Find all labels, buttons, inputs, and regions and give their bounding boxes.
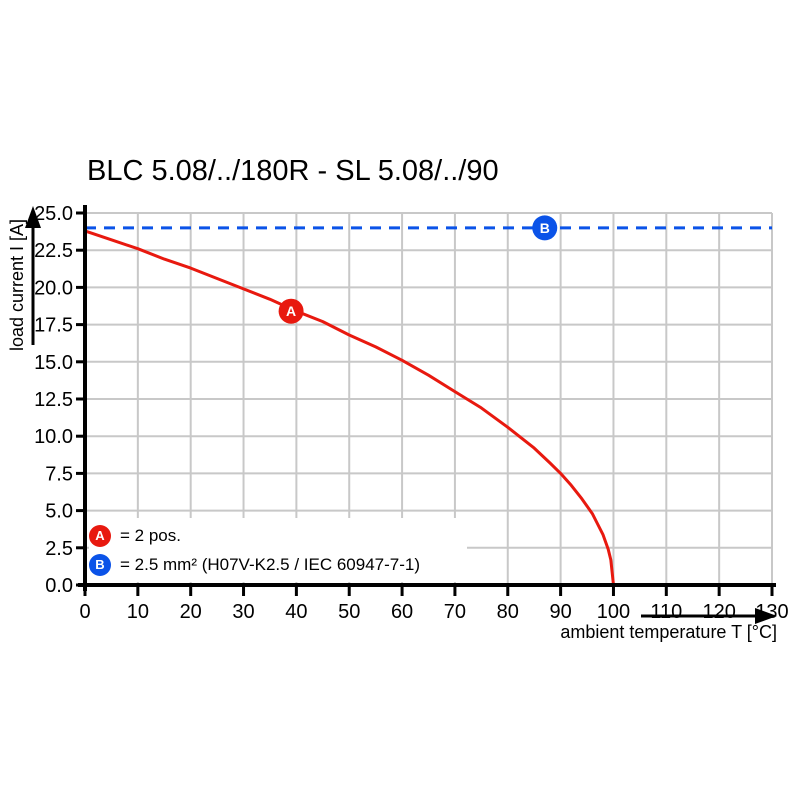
x-tick-label: 20 bbox=[180, 601, 202, 623]
y-tick-label: 0.0 bbox=[45, 575, 73, 597]
y-axis-label: load current I [A] bbox=[7, 218, 27, 352]
legend-item-a: A = 2 pos. bbox=[89, 523, 467, 548]
legend-item-b: B = 2.5 mm² (H07V-K2.5 / IEC 60947-7-1) bbox=[89, 552, 467, 577]
y-tick-label: 22.5 bbox=[34, 240, 73, 262]
x-axis-label: ambient temperature T [°C] bbox=[560, 622, 777, 642]
x-tick-label: 40 bbox=[285, 601, 307, 623]
marker-a bbox=[278, 298, 304, 324]
x-tick-label: 60 bbox=[391, 601, 413, 623]
y-tick-label: 12.5 bbox=[34, 389, 73, 411]
x-tick-label: 120 bbox=[702, 601, 735, 623]
marker-b bbox=[532, 215, 558, 241]
y-axis-arrowhead-icon bbox=[25, 206, 41, 228]
series-a-marker-badge: A bbox=[89, 524, 111, 547]
y-tick-label: 25.0 bbox=[34, 203, 73, 225]
y-tick-label: 17.5 bbox=[34, 315, 73, 337]
x-tick-label: 110 bbox=[650, 601, 682, 623]
x-tick-label: 70 bbox=[444, 601, 466, 623]
x-axis-arrowhead-icon bbox=[755, 608, 777, 624]
y-tick-label: 20.0 bbox=[34, 277, 73, 299]
x-tick-label: 30 bbox=[232, 601, 254, 623]
chart-legend: A = 2 pos. B = 2.5 mm² (H07V-K2.5 / IEC … bbox=[89, 518, 467, 582]
x-tick-label: 80 bbox=[497, 601, 519, 623]
marker-a-letter: A bbox=[286, 303, 296, 319]
x-tick-label: 0 bbox=[79, 601, 90, 623]
y-tick-label: 15.0 bbox=[34, 352, 73, 374]
series-a-curve bbox=[84, 229, 615, 586]
x-tick-label: 90 bbox=[549, 601, 571, 623]
y-tick-label: 2.5 bbox=[45, 538, 73, 560]
x-tick-label: 100 bbox=[597, 601, 630, 623]
y-tick-label: 7.5 bbox=[45, 463, 73, 485]
chart-title: BLC 5.08/../180R - SL 5.08/../90 bbox=[87, 155, 499, 187]
series-b-marker-badge: B bbox=[89, 553, 111, 576]
y-tick-label: 10.0 bbox=[34, 426, 73, 448]
y-tick-label: 5.0 bbox=[45, 501, 73, 523]
legend-item-b-text: = 2.5 mm² (H07V-K2.5 / IEC 60947-7-1) bbox=[120, 554, 420, 574]
x-tick-label: 50 bbox=[338, 601, 360, 623]
legend-item-a-text: = 2 pos. bbox=[120, 525, 181, 545]
x-tick-label: 10 bbox=[127, 601, 149, 623]
marker-b-letter: B bbox=[540, 220, 550, 236]
